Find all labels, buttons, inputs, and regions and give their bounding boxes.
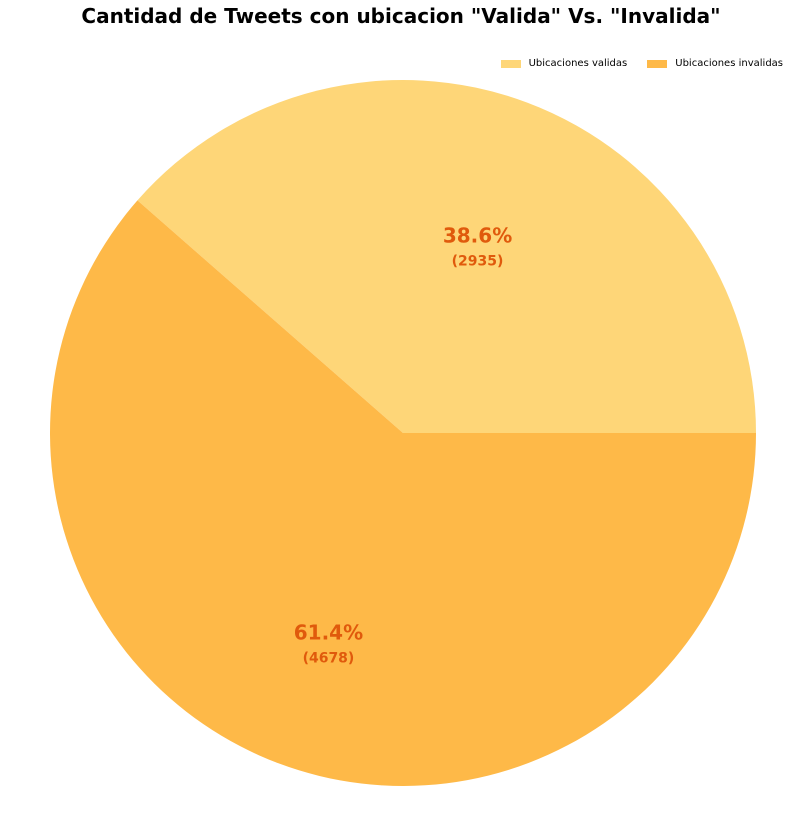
pie-slice-invalidas xyxy=(49,200,756,787)
slice-count-label-validas: (2935) xyxy=(452,254,504,270)
chart-title: Cantidad de Tweets con ubicacion "Valida… xyxy=(81,4,721,28)
slice-count-label-invalidas: (4678) xyxy=(303,650,355,666)
legend-entry-invalidas: Ubicaciones invalidas xyxy=(647,58,783,69)
legend-entry-validas: Ubicaciones validas xyxy=(500,58,628,69)
legend-swatch-invalidas xyxy=(647,59,668,68)
legend-label-invalidas: Ubicaciones invalidas xyxy=(675,58,783,69)
pie-slice-validas xyxy=(137,80,757,433)
legend-swatch-validas xyxy=(500,59,521,68)
legend-label-validas: Ubicaciones validas xyxy=(528,58,628,69)
legend: Ubicaciones validas Ubicaciones invalida… xyxy=(481,58,783,69)
slice-percent-label-invalidas: 61.4% xyxy=(294,620,363,644)
slice-percent-label-validas: 38.6% xyxy=(443,224,512,248)
